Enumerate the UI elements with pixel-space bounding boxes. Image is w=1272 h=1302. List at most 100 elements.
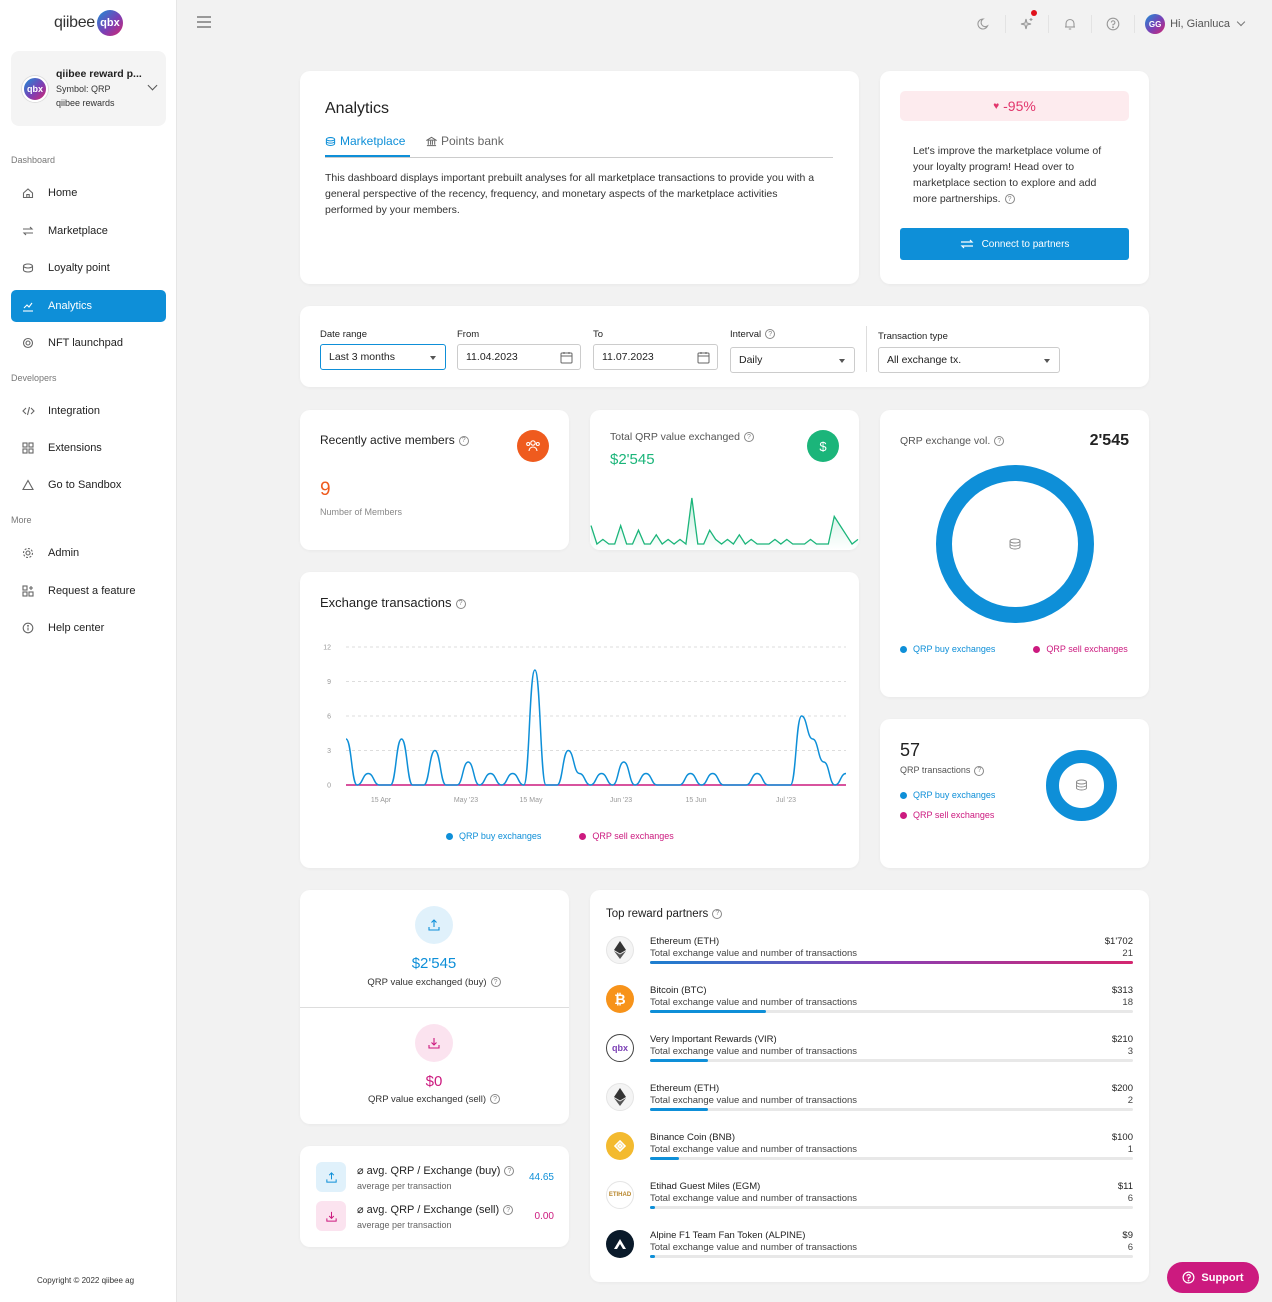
partner-progress-track (650, 1255, 1133, 1258)
sidebar-item-integration[interactable]: Integration (11, 395, 166, 427)
partner-progress-fill (650, 961, 1133, 964)
tab-points-bank[interactable]: Points bank (426, 134, 504, 148)
partner-count: 1 (1127, 1144, 1133, 1155)
help-icon[interactable]: ? (743, 432, 754, 443)
improve-text: Let's improve the marketplace volume of … (913, 143, 1123, 207)
sidebar-item-loyalty-point[interactable]: Loyalty point (11, 252, 166, 284)
divider (300, 1007, 569, 1008)
dark-mode-icon[interactable] (974, 14, 994, 34)
help-icon[interactable]: ? (455, 598, 466, 609)
user-menu[interactable]: GG Hi, Gianluca (1145, 14, 1246, 34)
connect-partners-button[interactable]: Connect to partners (900, 228, 1129, 260)
help-icon[interactable]: ? (490, 977, 501, 988)
exchange-tx-chart: 0 3 6 9 12 15 Apr May '23 15 May Jun '23 15 Jun Ju… (323, 645, 847, 804)
coins-icon (21, 261, 35, 275)
support-button[interactable]: Support (1167, 1262, 1259, 1293)
menu-toggle-icon[interactable] (197, 16, 211, 28)
program-subtitle: qiibee rewards (56, 98, 115, 108)
bell-icon[interactable] (1060, 14, 1080, 34)
partner-row[interactable]: qbx Very Important Rewards (VIR) Total exc… (606, 1034, 1133, 1074)
sidebar-item-home[interactable]: Home (11, 177, 166, 209)
binance-icon (606, 1132, 634, 1160)
interval-label-text: Interval (730, 329, 762, 340)
tx-type-select[interactable]: All exchange tx. (878, 347, 1060, 373)
partner-row[interactable]: Binance Coin (BNB) Total exchange value a… (606, 1132, 1133, 1172)
sidebar-item-analytics[interactable]: Analytics (11, 290, 166, 322)
sidebar: qiibee qbx qbx qiibee reward p... Symbol… (0, 0, 177, 1302)
help-icon (1182, 1271, 1195, 1284)
sidebar-item-request-feature[interactable]: Request a feature (11, 575, 166, 607)
exchange-vol-donut (936, 465, 1094, 623)
partner-row[interactable]: ₿ Bitcoin (BTC) Total exchange value and n… (606, 985, 1133, 1025)
sidebar-item-label: Marketplace (48, 225, 108, 237)
sidebar-item-label: Integration (48, 405, 100, 417)
from-date-value: 11.04.2023 (466, 351, 518, 363)
tab-label: Marketplace (340, 134, 406, 148)
help-icon[interactable]: ? (503, 1205, 514, 1216)
date-range-value: Last 3 months (329, 351, 395, 363)
program-avatar: qbx (22, 76, 48, 102)
improve-message: Let's improve the marketplace volume of … (913, 145, 1102, 205)
legend-buy: QRP buy exchanges (900, 790, 995, 800)
avg-sell-value: 0.00 (534, 1211, 554, 1222)
program-selector[interactable]: qbx qiibee reward p... Symbol: QRP qiibe… (11, 51, 166, 126)
connect-partners-label: Connect to partners (981, 238, 1070, 250)
legend-sell: QRP sell exchanges (1033, 644, 1128, 654)
avg-sell-sub: average per transaction (357, 1220, 452, 1230)
logo[interactable]: qiibee qbx (54, 10, 123, 36)
partner-row[interactable]: Ethereum (ETH) Total exchange value and n… (606, 1083, 1133, 1123)
partner-count: 18 (1122, 997, 1133, 1008)
program-name: qiibee reward p... (56, 68, 142, 80)
avatar: GG (1145, 14, 1166, 34)
partner-name: Binance Coin (BNB) (650, 1132, 736, 1143)
avg-sell-row: ⌀ avg. QRP / Exchange (sell)? average pe… (316, 1201, 554, 1233)
info-icon (21, 621, 35, 635)
active-members-title: Recently active members (320, 433, 455, 447)
sidebar-item-sandbox[interactable]: Go to Sandbox (11, 469, 166, 501)
to-label: To (593, 329, 604, 340)
help-icon[interactable]: ? (490, 1094, 501, 1105)
analytics-card: Analytics Marketplace Points bank This d… (300, 71, 859, 284)
help-icon[interactable]: ? (504, 1166, 515, 1177)
partner-row[interactable]: Alpine F1 Team Fan Token (ALPINE) Total e… (606, 1230, 1133, 1270)
x-tick-label: Jun '23 (610, 797, 632, 804)
sidebar-item-marketplace[interactable]: Marketplace (11, 215, 166, 247)
legend-sell-label: QRP sell exchanges (913, 810, 995, 820)
card-title: Top reward partners? (606, 908, 723, 920)
topbar-actions: GG Hi, Gianluca (963, 10, 1246, 35)
to-date-field[interactable]: 11.07.2023 (593, 344, 718, 370)
filters-card: Date range Last 3 months From 11.04.2023… (300, 306, 1149, 387)
from-date-field[interactable]: 11.04.2023 (457, 344, 581, 370)
partner-progress-track (650, 1157, 1133, 1160)
help-icon[interactable]: ? (1004, 194, 1015, 205)
help-icon[interactable] (1103, 14, 1123, 34)
qrp-tx-label-wrap: QRP transactions? (900, 765, 985, 776)
partner-row[interactable]: Ethereum (ETH) Total exchange value and n… (606, 936, 1133, 976)
help-icon[interactable]: ? (765, 329, 776, 340)
dollar-icon: $ (807, 430, 839, 462)
exchange-vol-title: QRP exchange vol. (900, 435, 991, 447)
chevron-down-icon[interactable] (147, 80, 158, 91)
help-icon[interactable]: ? (974, 765, 985, 776)
sidebar-item-help-center[interactable]: Help center (11, 612, 166, 644)
partner-progress-fill (650, 1255, 655, 1258)
partner-row[interactable]: ETIHAD Etihad Guest Miles (EGM) Total exch… (606, 1181, 1133, 1221)
sidebar-item-admin[interactable]: Admin (11, 537, 166, 569)
sidebar-item-extensions[interactable]: Extensions (11, 432, 166, 464)
download-icon (415, 1024, 453, 1062)
program-symbol: Symbol: QRP (56, 84, 111, 94)
date-range-select[interactable]: Last 3 months (320, 344, 446, 370)
help-icon[interactable]: ? (712, 908, 723, 919)
caret-down-icon (839, 359, 845, 363)
sparkle-icon[interactable] (1017, 10, 1038, 34)
tab-indicator (325, 155, 410, 157)
tab-marketplace[interactable]: Marketplace (325, 134, 405, 148)
sell-value-label-wrap: QRP value exchanged (sell)? (300, 1094, 568, 1105)
help-icon[interactable]: ? (994, 436, 1005, 447)
help-icon[interactable]: ? (458, 435, 469, 446)
partner-progress-track (650, 1059, 1133, 1062)
partner-count: 21 (1122, 948, 1133, 959)
sidebar-item-label: Help center (48, 622, 105, 634)
interval-select[interactable]: Daily (730, 347, 855, 373)
sidebar-item-nft-launchpad[interactable]: NFT launchpad (11, 327, 166, 359)
